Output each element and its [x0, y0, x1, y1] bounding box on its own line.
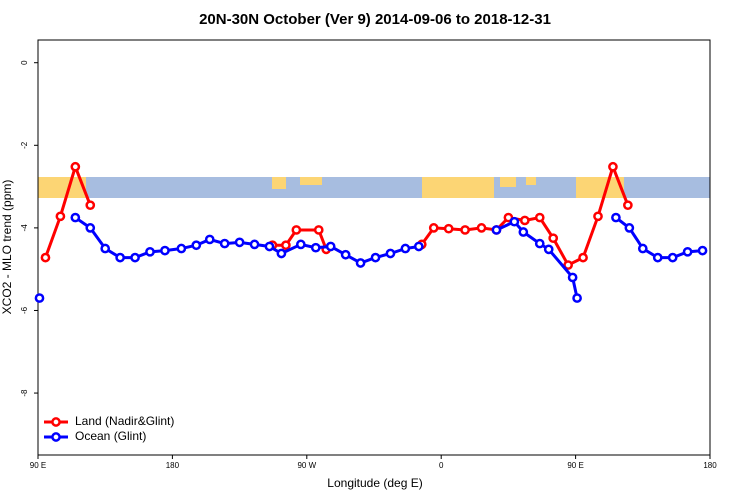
- point: [476, 223, 487, 233]
- point: [115, 252, 125, 263]
- point: [40, 252, 51, 263]
- point: [70, 161, 81, 172]
- x-tick-label: 90 E: [567, 461, 583, 470]
- point: [697, 245, 708, 256]
- point: [310, 242, 321, 253]
- y-tick-label: -6: [20, 306, 29, 314]
- point: [548, 233, 559, 244]
- point: [291, 225, 302, 235]
- point: [385, 248, 396, 259]
- point: [219, 238, 230, 249]
- point: [130, 252, 140, 263]
- x-tick-label: 90 W: [297, 461, 316, 470]
- point: [34, 293, 45, 303]
- point: [313, 225, 324, 235]
- legend-label: Land (Nadir&Glint): [75, 414, 174, 428]
- legend-marker: [51, 417, 61, 427]
- point: [460, 225, 470, 235]
- x-tick-label: 0: [439, 461, 444, 470]
- point: [325, 241, 336, 252]
- point: [623, 200, 633, 211]
- point: [400, 243, 411, 254]
- point: [85, 223, 96, 233]
- y-tick-label: 0: [20, 60, 29, 65]
- x-axis-label: Longitude (deg E): [327, 476, 422, 490]
- point: [276, 248, 287, 259]
- point: [264, 241, 275, 252]
- point: [563, 260, 573, 270]
- map-strip: [38, 177, 710, 198]
- point: [413, 241, 424, 252]
- point: [100, 243, 111, 254]
- point: [234, 237, 245, 248]
- series-line: [74, 216, 420, 265]
- point: [637, 243, 648, 254]
- point: [611, 212, 621, 223]
- point: [176, 243, 187, 254]
- point: [519, 215, 530, 226]
- point: [534, 238, 545, 249]
- point: [295, 239, 306, 250]
- point: [85, 200, 96, 211]
- point: [667, 252, 678, 263]
- point: [652, 252, 663, 263]
- point: [572, 293, 582, 303]
- point: [593, 211, 603, 222]
- plot-frame: [37, 39, 711, 456]
- point: [145, 246, 155, 257]
- x-tick-label: 180: [166, 461, 180, 470]
- point: [55, 211, 66, 222]
- x-tick-label: 180: [703, 461, 717, 470]
- point: [428, 223, 439, 233]
- point: [204, 234, 215, 245]
- point: [70, 212, 81, 223]
- point: [567, 272, 578, 283]
- x-tick-label: 90 E: [30, 461, 46, 470]
- point: [160, 245, 170, 256]
- legend-marker: [51, 432, 61, 442]
- y-tick-label: -2: [20, 141, 29, 149]
- point: [608, 161, 618, 172]
- point: [682, 246, 693, 257]
- series-line: [44, 162, 92, 259]
- point: [281, 240, 291, 251]
- legend-label: Ocean (Glint): [75, 429, 146, 443]
- point: [509, 216, 520, 227]
- point: [370, 252, 381, 263]
- chart-title: 20N-30N October (Ver 9) 2014-09-06 to 20…: [199, 11, 551, 28]
- point: [191, 240, 202, 251]
- point: [578, 252, 588, 263]
- point: [355, 258, 366, 268]
- y-tick-label: -4: [20, 224, 29, 232]
- point: [491, 225, 502, 235]
- y-tick-label: -8: [20, 389, 29, 397]
- point: [249, 239, 260, 250]
- point: [443, 223, 454, 234]
- point: [534, 212, 545, 223]
- point: [543, 244, 554, 255]
- point: [624, 223, 635, 233]
- y-axis-label: XCO2 - MLO trend (ppm): [0, 180, 14, 315]
- point: [518, 227, 529, 237]
- point: [340, 249, 351, 260]
